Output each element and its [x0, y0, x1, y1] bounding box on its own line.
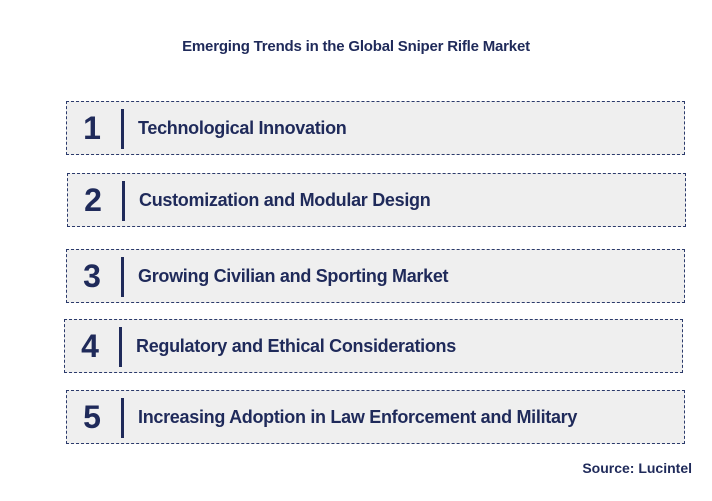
trend-box-1: 1 Technological Innovation	[66, 101, 685, 155]
trend-box-4: 4 Regulatory and Ethical Considerations	[64, 319, 683, 373]
trend-label-2: Customization and Modular Design	[139, 189, 431, 210]
trend-number-1: 1	[83, 109, 101, 146]
trend-number-4: 4	[81, 327, 99, 364]
source-note: Source: Lucintel	[582, 460, 692, 476]
trend-label-5: Increasing Adoption in Law Enforcement a…	[138, 406, 578, 427]
trend-box-3: 3 Growing Civilian and Sporting Market	[66, 249, 685, 303]
trend-divider-3	[121, 257, 124, 297]
trend-number-2: 2	[84, 181, 102, 218]
trend-divider-1	[121, 109, 124, 149]
diagram-title: Emerging Trends in the Global Sniper Rif…	[182, 38, 530, 55]
trend-divider-5	[121, 398, 124, 438]
trend-divider-4	[119, 327, 122, 367]
trend-box-2: 2 Customization and Modular Design	[67, 173, 686, 227]
trend-label-1: Technological Innovation	[138, 117, 347, 138]
trend-divider-2	[122, 181, 125, 221]
trend-number-5: 5	[83, 398, 101, 435]
trend-label-4: Regulatory and Ethical Considerations	[136, 335, 456, 356]
trend-box-5: 5 Increasing Adoption in Law Enforcement…	[66, 390, 685, 444]
trend-number-3: 3	[83, 257, 101, 294]
trend-label-3: Growing Civilian and Sporting Market	[138, 265, 449, 286]
